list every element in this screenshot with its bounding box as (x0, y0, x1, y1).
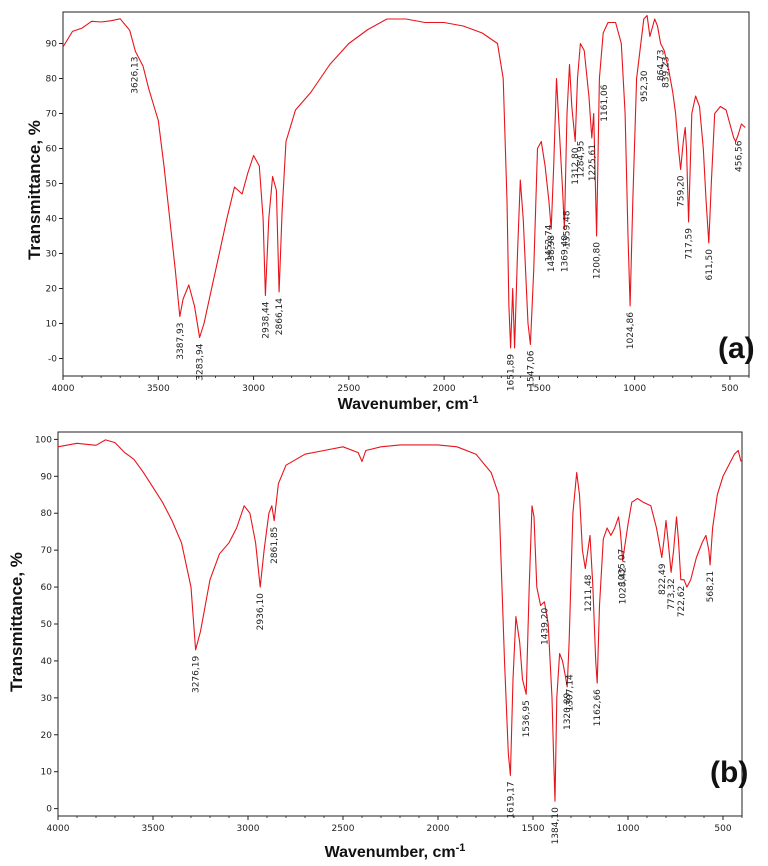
panel-a-peak-label: 456,56 (734, 140, 744, 172)
panel-a-y-tick-label: 40 (46, 215, 58, 225)
panel-b-x-tick-label: 3000 (237, 824, 260, 834)
panel-b-x-tick-label: 1500 (522, 824, 545, 834)
panel-b-y-tick-label: 70 (41, 546, 53, 556)
panel-b-y-tick-label: 50 (41, 620, 53, 630)
panel-a-peak-label: 2938,44 (261, 301, 271, 338)
panel-a-peak-label: 1200,80 (593, 242, 603, 279)
panel-b-y-tick-label: 30 (41, 694, 53, 704)
panel-b-plot-area: 4000 3500 3000 2500 2000 1500 1000 500 0 10 20 30 40… (35, 431, 743, 844)
panel-a-peak-label: 3387,93 (176, 323, 186, 360)
panel-b-x-tick-label: 2000 (427, 824, 450, 834)
panel-b-peak-label: 1439,20 (541, 608, 551, 645)
panel-a-peak-label: 1225,61 (588, 144, 598, 181)
panel-b-peak-label: 1536,95 (522, 700, 532, 737)
panel-a-x-tick-label: 500 (721, 384, 738, 394)
panel-a-y-tick-label: 10 (46, 320, 58, 330)
panel-b-peak-label: 3276,19 (192, 656, 202, 693)
panel-b-peak-label: 1028,42 (619, 567, 629, 604)
panel-a-x-tick-label: 3000 (242, 384, 265, 394)
panel-a-peak-label: 759,20 (677, 175, 687, 207)
panel-b-y-tick-label: 100 (35, 435, 52, 445)
panel-b-x-tick-label: 3500 (142, 824, 165, 834)
panel-a-peak-label: 864,73 (657, 50, 667, 82)
panel-b-peak-label: 1162,66 (593, 689, 603, 726)
panel-a-peak-label: 952,30 (640, 70, 650, 102)
panel-a-x-tick-label: 1000 (623, 384, 646, 394)
panel-a-x-tick-label: 2000 (433, 384, 456, 394)
panel-a-peak-label: 1547,06 (526, 350, 536, 387)
panel-b: 4000 3500 3000 2500 2000 1500 1000 500 0 10 20 30 40… (7, 431, 748, 861)
panel-b-peak-label: 1384,10 (551, 807, 561, 844)
panel-b-peak-label: 1211,48 (584, 574, 594, 611)
panel-a-y-tick-label: 90 (46, 40, 58, 50)
panel-b-y-tick-label: 40 (41, 657, 53, 667)
panel-b-peak-label: 1035,07 (617, 549, 627, 586)
panel-a-x-axis-title-sup: -1 (469, 394, 479, 406)
panel-b-peak-label: 773,32 (667, 578, 677, 610)
panel-a-peak-label: 3283,94 (196, 343, 206, 380)
panel-a-y-tick-label: 30 (46, 250, 58, 260)
panel-a-x-tick-label: 1500 (528, 384, 551, 394)
panel-a-peak-label: 1024,86 (626, 312, 636, 349)
panel-a-y-tick-label: 70 (46, 110, 58, 120)
panel-a-y-tick-label: 50 (46, 180, 58, 190)
panel-b-spectrum-line (57, 439, 742, 802)
panel-a-label: (a) (718, 332, 755, 365)
panel-a-peak-label: 611,50 (705, 249, 715, 281)
panel-b-peak-label: 2936,10 (256, 593, 266, 630)
panel-b-label: (b) (710, 756, 748, 789)
panel-a-x-tick-label: 2500 (337, 384, 360, 394)
panel-b-x-tick-label: 2500 (332, 824, 355, 834)
panel-b-y-tick-label: 60 (41, 583, 53, 593)
panel-a-y-tick-label: 80 (46, 75, 58, 85)
panel-b-x-axis-title-sup: -1 (456, 842, 466, 854)
panel-a-y-tick-label: 20 (46, 285, 58, 295)
panel-b-peak-label: 822,49 (658, 563, 668, 595)
panel-b-x-axis-title: Wavenumber, cm-1 (325, 842, 466, 861)
panel-a-peak-label: 1312,80 (571, 147, 581, 184)
panel-a-peak-label: 1369,40 (560, 235, 570, 272)
panel-b-peak-label: 1307,14 (566, 674, 576, 711)
panel-b-peak-label: 568,21 (706, 571, 716, 603)
panel-a-peak-label: 1359,48 (562, 210, 572, 247)
panel-a-spectrum-line (62, 14, 746, 349)
panel-a-x-tick-label: 4000 (52, 384, 75, 394)
panel-a-peak-label: 1438,98 (547, 235, 557, 272)
panel-a-plot-area: 4000 3500 3000 2500 2000 1500 1000 500 -0 10 20 30 4… (46, 11, 750, 394)
panel-b-y-tick-label: 10 (41, 768, 53, 778)
panel-b-peak-label: 1320,89 (563, 693, 573, 730)
panel-b-x-tick-label: 1000 (617, 824, 640, 834)
panel-a-y-axis-title: Transmittance, % (25, 120, 44, 260)
panel-a-x-axis-title: Wavenumber, cm-1 (338, 394, 479, 413)
panel-a: 4000 3500 3000 2500 2000 1500 1000 500 -0 10 20 30 4… (25, 11, 755, 413)
panel-a-peak-label: 717,59 (685, 228, 695, 260)
panel-a-peak-label: 1452,74 (545, 224, 555, 261)
panel-b-y-tick-label: 80 (41, 509, 53, 519)
panel-b-y-tick-label: 20 (41, 731, 53, 741)
panel-b-peak-label: 2861,85 (270, 527, 280, 564)
panel-b-x-axis-title-main: Wavenumber, cm (325, 844, 456, 861)
panel-b-y-axis-title: Transmittance, % (7, 552, 26, 692)
panel-a-peak-label: 2866,14 (275, 298, 285, 335)
panel-b-x-tick-label: 500 (714, 824, 731, 834)
panel-b-peak-label: 1619,17 (506, 781, 516, 818)
panel-a-peak-label: 1161,06 (600, 84, 610, 121)
panel-a-peak-label: 1284,95 (577, 141, 587, 178)
panel-a-y-tick-label: -0 (48, 355, 57, 365)
panel-a-x-tick-label: 3500 (147, 384, 170, 394)
panel-a-peak-label: 3626,13 (130, 57, 140, 94)
panel-a-x-axis-title-main: Wavenumber, cm (338, 396, 469, 413)
panel-b-peak-label: 722,62 (677, 586, 687, 618)
panel-b-x-tick-label: 4000 (47, 824, 70, 834)
panel-a-peak-label: 839,23 (661, 57, 671, 89)
panel-a-peak-label: 1651,89 (507, 354, 517, 391)
panel-b-y-tick-label: 0 (46, 805, 52, 815)
panel-a-y-tick-label: 60 (46, 145, 58, 155)
panel-b-y-tick-label: 90 (41, 472, 53, 482)
